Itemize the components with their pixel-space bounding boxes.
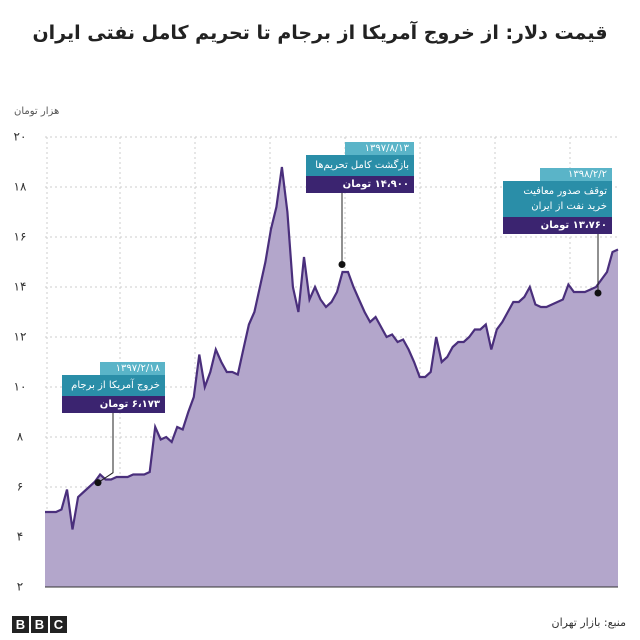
annotation-text: توقف صدور معافیت خرید نفت از ایران — [503, 181, 612, 217]
annotation-value: ۶،۱۷۳ تومان — [62, 396, 165, 413]
y-tick-label: ۱۸ — [14, 180, 27, 194]
annotation-connector — [97, 413, 114, 484]
annotation-text: بازگشت کامل تحریم‌ها — [306, 155, 414, 176]
y-tick-label: ۱۰ — [14, 380, 27, 394]
area — [45, 167, 618, 587]
annotation: ۱۳۹۷/۲/۱۸ خروج آمریکا از برجام ۶،۱۷۳ تومان — [62, 362, 165, 413]
annotation-date: ۱۳۹۷/۲/۱۸ — [100, 362, 165, 375]
y-tick-label: ۱۴ — [14, 280, 27, 294]
annotation-value: ۱۳،۷۶۰ تومان — [503, 217, 612, 234]
y-tick-label: ۱۲ — [14, 330, 27, 344]
annotation-dot — [594, 289, 602, 297]
y-tick-label: ۸ — [17, 430, 24, 444]
y-axis-label: هزار تومان — [14, 106, 60, 117]
annotation-dot — [94, 479, 102, 487]
y-tick-label: ۶ — [17, 480, 23, 494]
chart-title: قیمت دلار: از خروج آمریکا از برجام تا تح… — [32, 22, 608, 44]
annotation-dot — [338, 261, 346, 268]
annotation: ۱۳۹۷/۸/۱۳ بازگشت کامل تحریم‌ها ۱۴،۹۰۰ توما… — [306, 142, 414, 193]
annotation: ۱۳۹۸/۲/۲ توقف صدور معافیت خرید نفت از ایر… — [503, 168, 612, 234]
y-tick-label: ۴ — [17, 530, 23, 544]
annotation-value: ۱۴،۹۰۰ تومان — [306, 176, 414, 193]
annotation-text: خروج آمریکا از برجام — [62, 375, 165, 396]
annotation-date: ۱۳۹۷/۸/۱۳ — [345, 142, 414, 155]
annotation-date: ۱۳۹۸/۲/۲ — [540, 168, 612, 181]
y-tick-label: ۲۰ — [14, 130, 27, 144]
y-tick-label: ۱۶ — [14, 230, 27, 244]
source: منبع: بازار تهران — [551, 616, 626, 629]
line — [45, 166, 619, 530]
y-tick-label: ۲ — [17, 580, 23, 594]
